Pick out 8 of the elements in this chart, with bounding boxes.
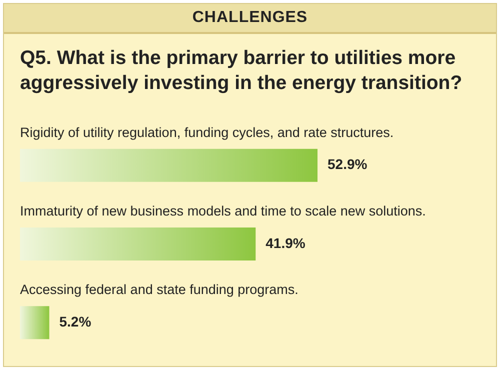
text: CHALLENGES [4,4,496,34]
data-label: 41.9% [266,234,306,251]
data-label: 5.2% [59,314,92,330]
data-label: 52.9% [328,156,368,172]
chart-title: Q5. What is the primary barrier to utilities more aggressively investing in the energy transition? [20,46,464,96]
y-tick-label: Rigidity of utility regulation, funding cycles, and rate structures. [20,124,394,140]
y-tick-label: Immaturity of new business models and time to scale new solutions. [20,203,426,218]
y-tick-label: Accessing federal and state funding programs. [20,282,298,298]
